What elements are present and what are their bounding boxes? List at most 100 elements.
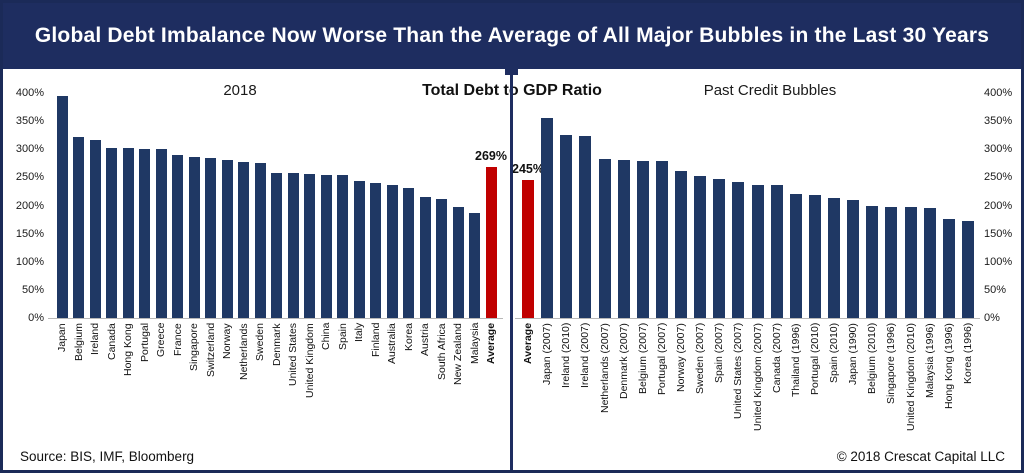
bar-japan-1990 <box>847 200 860 318</box>
bar-canada <box>106 147 117 318</box>
bar-singapore-1996 <box>885 206 898 318</box>
bar-netherlands-2007 <box>598 159 611 318</box>
bar-united-kingdom-2007 <box>751 184 764 318</box>
category-label: Belgium <box>72 323 85 361</box>
bar-belgium-2007 <box>636 160 649 318</box>
category-label: Ireland <box>89 323 101 356</box>
category-label: Canada <box>105 323 118 360</box>
panel-divider <box>510 69 513 470</box>
y-tick-label: 0% <box>28 312 44 324</box>
category-label: Japan (1990) <box>847 323 860 385</box>
category-label: Italy <box>353 323 365 343</box>
category-label: Norway (2007) <box>675 323 688 392</box>
category-label: Malaysia <box>468 323 481 365</box>
bar-singapore <box>188 156 200 318</box>
average-value-label: 245% <box>512 162 544 177</box>
category-label: France <box>171 323 184 356</box>
category-label: United States (2007) <box>732 323 745 420</box>
chart-region: 2018 Total Debt to GDP Ratio Past Credit… <box>3 69 1021 470</box>
y-tick-label: 100% <box>984 255 1013 268</box>
bar-japan <box>56 95 68 318</box>
source-note: Source: BIS, IMF, Bloomberg <box>20 449 195 464</box>
category-label: China <box>320 323 332 351</box>
y-tick-label: 350% <box>15 115 44 128</box>
category-label: Thailand (1996) <box>789 323 802 397</box>
category-label: Korea <box>402 323 415 352</box>
bar-japan-2007 <box>541 118 554 318</box>
category-label: Belgium (2010) <box>866 323 879 395</box>
category-label: Denmark (2007) <box>617 323 630 399</box>
category-label: Average <box>522 323 534 365</box>
average-value-label: 269% <box>475 148 507 163</box>
bar-denmark <box>271 172 282 318</box>
category-label: Japan (2007) <box>541 323 554 385</box>
panel-divider-tab <box>505 69 518 75</box>
bar-thailand-1996 <box>789 193 802 318</box>
category-label: Ireland (2007) <box>579 323 592 389</box>
bar-norway <box>221 159 233 318</box>
category-label: United Kingdom <box>303 323 316 398</box>
bar-ireland-2010 <box>560 135 573 318</box>
bar-united-kingdom-2010 <box>904 207 917 318</box>
y-tick-label: 0% <box>984 312 1000 324</box>
bar-sweden <box>254 163 266 318</box>
category-label: Malaysia (1996) <box>923 323 936 398</box>
right-panel-title: Past Credit Bubbles <box>703 82 837 99</box>
y-tick-label: 300% <box>984 143 1013 156</box>
bar-average <box>522 180 534 318</box>
page-title: Global Debt Imbalance Now Worse Than the… <box>3 3 1021 69</box>
category-label: Denmark <box>270 323 283 366</box>
bar-united-kingdom <box>304 174 315 318</box>
category-label: Canada (2007) <box>770 323 783 394</box>
category-label: Netherlands (2007) <box>598 323 611 413</box>
bar-canada-2007 <box>770 185 783 318</box>
bar-belgium <box>73 136 84 318</box>
bar-malaysia <box>469 213 480 318</box>
bar-ireland-2007 <box>579 136 592 318</box>
category-label: Australia <box>386 323 398 364</box>
bar-denmark-2007 <box>617 159 630 318</box>
bar-hong-kong-1996 <box>942 219 955 318</box>
category-label: Sweden <box>254 323 266 361</box>
category-label: Switzerland <box>204 323 217 378</box>
y-tick-label: 250% <box>984 171 1013 184</box>
category-label: Belgium (2007) <box>636 323 649 395</box>
category-label: United States <box>287 323 299 387</box>
y-tick-label: 250% <box>15 171 44 184</box>
bar-average <box>485 166 497 318</box>
bar-finland <box>370 183 381 318</box>
bar-sweden-2007 <box>694 175 707 318</box>
category-label: New Zealand <box>452 323 464 385</box>
bar-greece <box>155 149 167 318</box>
category-label: Spain (2007) <box>713 323 726 384</box>
y-tick-label: 300% <box>15 143 44 156</box>
y-tick-label: 50% <box>984 283 1007 296</box>
category-label: Finland <box>369 323 382 358</box>
bar-switzerland <box>205 158 216 318</box>
category-label: Norway <box>221 323 233 359</box>
category-label: Average <box>485 323 497 365</box>
category-label: United Kingdom (2007) <box>751 323 764 431</box>
bar-portugal-2010 <box>808 194 821 318</box>
bar-austria <box>419 196 431 318</box>
x-axis-line <box>48 318 503 319</box>
bar-new-zealand <box>452 207 464 318</box>
category-label: Ireland (2010) <box>560 323 573 389</box>
bar-south-africa <box>436 198 447 318</box>
category-label: United Kingdom (2010) <box>904 323 917 431</box>
copyright-note: © 2018 Crescat Capital LLC <box>836 449 1005 464</box>
bar-china <box>320 174 332 318</box>
category-label: Hong Kong (1996) <box>942 323 955 409</box>
y-tick-label: 200% <box>984 199 1013 212</box>
y-tick-label: 150% <box>15 227 44 240</box>
bar-malaysia-1996 <box>923 207 936 318</box>
bar-norway-2007 <box>675 170 688 318</box>
category-label: Japan <box>56 323 68 352</box>
category-label: Hong Kong <box>122 323 134 376</box>
category-label: Portugal (2010) <box>808 323 821 396</box>
category-label: Singapore (1996) <box>885 323 898 405</box>
category-label: Spain <box>336 323 349 350</box>
category-label: Portugal (2007) <box>655 323 668 396</box>
bar-spain-2007 <box>713 179 726 318</box>
